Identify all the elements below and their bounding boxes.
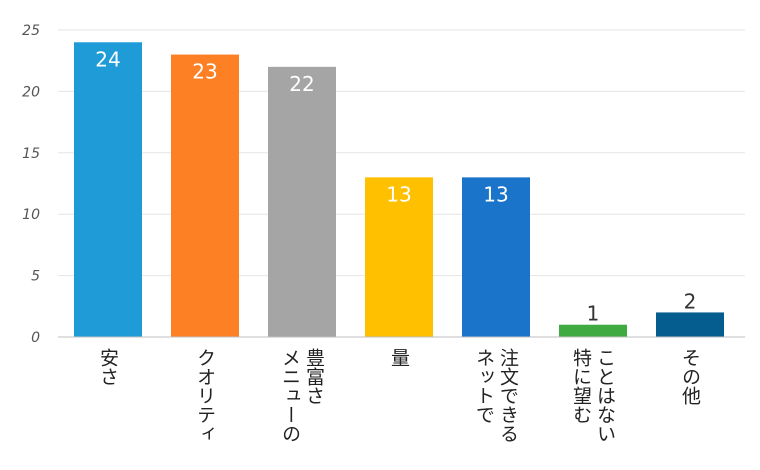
bar [656, 312, 724, 337]
bar-value-label: 13 [386, 182, 411, 206]
bar [74, 42, 142, 337]
category-label-text: 豊富さ [303, 348, 325, 405]
category-label-text: 安さ [97, 348, 119, 386]
bar-value-label: 23 [192, 60, 217, 84]
category-label-text: ネットで [473, 348, 495, 424]
value-labels: 24 23 22 13 13 1 2 [95, 47, 696, 325]
bar [268, 66, 336, 337]
category-label-text: 特に望む [570, 348, 592, 424]
bar-value-label: 24 [95, 47, 120, 71]
category-label-text: その他 [679, 348, 701, 405]
category-label: 量 [388, 348, 410, 367]
category-label-text: ことはない [594, 348, 616, 443]
category-label: 安さ [97, 348, 119, 386]
bar-value-label: 13 [483, 182, 508, 206]
bar [171, 54, 239, 338]
category-label-text: 注文できる [497, 348, 519, 443]
bar [462, 177, 530, 337]
y-tick-label: 25 [22, 23, 40, 39]
y-tick-label: 15 [22, 146, 40, 162]
bar-value-label: 2 [684, 289, 697, 313]
y-axis-ticks: 0 5 10 15 20 25 [22, 23, 40, 346]
bar-value-label: 1 [587, 302, 600, 326]
category-label: クオリティ [194, 348, 216, 443]
y-tick-label: 20 [22, 84, 40, 100]
y-tick-label: 5 [31, 269, 40, 285]
category-label: その他 [679, 348, 701, 405]
bar [559, 324, 627, 337]
category-label-text: クオリティ [194, 348, 216, 443]
y-tick-label: 0 [31, 330, 40, 346]
category-label-text: 量 [388, 348, 410, 367]
category-label-text: メニューの [279, 348, 301, 443]
bar [365, 177, 433, 337]
bar-value-label: 22 [289, 72, 314, 96]
bars [74, 42, 724, 338]
y-tick-label: 10 [22, 207, 40, 223]
